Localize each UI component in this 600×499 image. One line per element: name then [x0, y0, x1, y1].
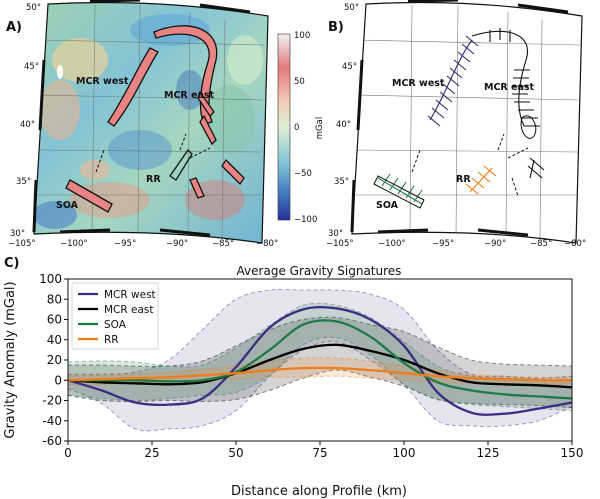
map-b-border-ticks — [350, 0, 569, 237]
chart-title: Average Gravity Signatures — [237, 264, 402, 278]
series-line-1 — [67, 343, 573, 389]
colorbar-label: mGal — [315, 117, 325, 139]
colorbar-tick-minus50: −50 — [294, 169, 312, 179]
map-b-lon-85: −85° — [530, 239, 552, 249]
y-axis-label: Gravity Anomaly (mGal) — [3, 281, 18, 438]
panel-a: A) — [6, 0, 325, 249]
map-b-label-rr: RR — [456, 174, 471, 185]
colorbar-tick-50: 50 — [294, 77, 305, 87]
map-a-lat-30: 30° — [10, 229, 25, 239]
panel-c: C) Average Gravity Signatures Gravity An… — [3, 256, 583, 499]
map-a-frame — [33, 1, 269, 244]
legend-label-3: RR — [104, 334, 119, 346]
gravity-map: MCR west MCR east SOA RR — [34, 2, 268, 243]
map-a-lon-100: −100° — [60, 239, 88, 249]
plot-area: 0 25 50 75 100 125 150 -60 -40 -20 0 20 40 60 80 100 — [39, 272, 583, 460]
y-tick-label-100: 100 — [39, 272, 62, 286]
series-line-0 — [67, 305, 573, 416]
x-tick-label-25: 25 — [144, 446, 159, 460]
x-tick-label-50: 50 — [228, 446, 243, 460]
y-tick-label-80: 80 — [47, 292, 62, 306]
y-tick-label-40: 40 — [47, 333, 62, 347]
panel-a-label: A) — [6, 20, 22, 35]
map-a-label-mcr-east: MCR east — [164, 90, 215, 101]
band-upper-1 — [67, 316, 573, 367]
outline-map: MCR west MCR east SOA RR — [352, 2, 582, 243]
map-a-lon-80: −80° — [256, 239, 278, 249]
map-b-frame — [351, 1, 583, 244]
map-b-label-mcr-west: MCR west — [392, 78, 445, 89]
map-b-lat-40: 40° — [336, 120, 351, 130]
map-b-lon-105: −105° — [326, 239, 354, 249]
map-a-border-ticks — [32, 0, 251, 237]
x-tick-label-150: 150 — [561, 446, 584, 460]
map-a-lat-40: 40° — [20, 120, 35, 130]
map-a-lat-45: 45° — [24, 62, 39, 72]
legend: MCR west MCR east SOA RR — [71, 282, 159, 350]
legend-label-0: MCR west — [104, 289, 156, 301]
map-b-lat-30: 30° — [328, 229, 343, 239]
series-line-3 — [67, 366, 573, 382]
band-3 — [68, 357, 572, 386]
band-upper-0 — [67, 288, 573, 379]
map-a-label-rr: RR — [146, 174, 161, 185]
y-tick-label-20: 20 — [47, 353, 62, 367]
map-a-lat-35: 35° — [16, 177, 31, 187]
map-a-lon-85: −85° — [212, 239, 234, 249]
map-a-lat-50: 50° — [26, 3, 41, 13]
y-tick-label-60: 60 — [47, 313, 62, 327]
legend-box — [71, 282, 159, 350]
map-b-lat-45: 45° — [342, 62, 357, 72]
y-tick-label--60: -60 — [42, 434, 62, 448]
y-tick-label--20: -20 — [42, 394, 62, 408]
colorbar-tick-minus100: −100 — [294, 215, 317, 225]
x-tick-label-100: 100 — [393, 446, 416, 460]
map-a-lon-90: −90° — [166, 239, 188, 249]
legend-label-1: MCR east — [104, 304, 154, 316]
map-a-lon-95: −95° — [114, 239, 136, 249]
map-b-lon-95: −95° — [432, 239, 454, 249]
map-b-lon-90: −90° — [484, 239, 506, 249]
panel-b: B) — [326, 0, 586, 249]
x-tick-label-125: 125 — [477, 446, 500, 460]
x-axis-label: Distance along Profile (km) — [231, 484, 407, 499]
map-b-lon-100: −100° — [378, 239, 406, 249]
legend-label-2: SOA — [104, 319, 127, 331]
x-tick-label-0: 0 — [64, 446, 72, 460]
panel-b-label: B) — [328, 20, 344, 35]
series-line-2 — [68, 319, 573, 400]
colorbar-bar — [277, 33, 291, 221]
band-upper-3 — [67, 357, 573, 378]
band-0 — [68, 289, 572, 431]
band-lower-1 — [67, 369, 573, 409]
map-a-lon-105: −105° — [8, 239, 36, 249]
map-b-lon-80: −80° — [564, 239, 586, 249]
map-b-lat-35: 35° — [334, 177, 349, 187]
y-tick-label-0: 0 — [54, 373, 62, 387]
band-lower-2 — [67, 336, 573, 412]
band-lower-0 — [67, 340, 573, 432]
y-tick-label--40: -40 — [42, 414, 62, 428]
colorbar-tick-0: 0 — [294, 123, 299, 133]
map-b-label-soa: SOA — [376, 200, 399, 211]
x-tick-label-75: 75 — [312, 446, 327, 460]
colorbar: 100 50 0 −50 −100 mGal — [277, 31, 325, 225]
map-b-lat-50: 50° — [344, 3, 359, 13]
map-b-label-mcr-east: MCR east — [484, 82, 535, 93]
map-a-label-mcr-west: MCR west — [76, 76, 129, 87]
colorbar-tick-100: 100 — [294, 31, 310, 41]
map-a-label-soa: SOA — [56, 200, 79, 211]
panel-c-label: C) — [4, 256, 19, 271]
